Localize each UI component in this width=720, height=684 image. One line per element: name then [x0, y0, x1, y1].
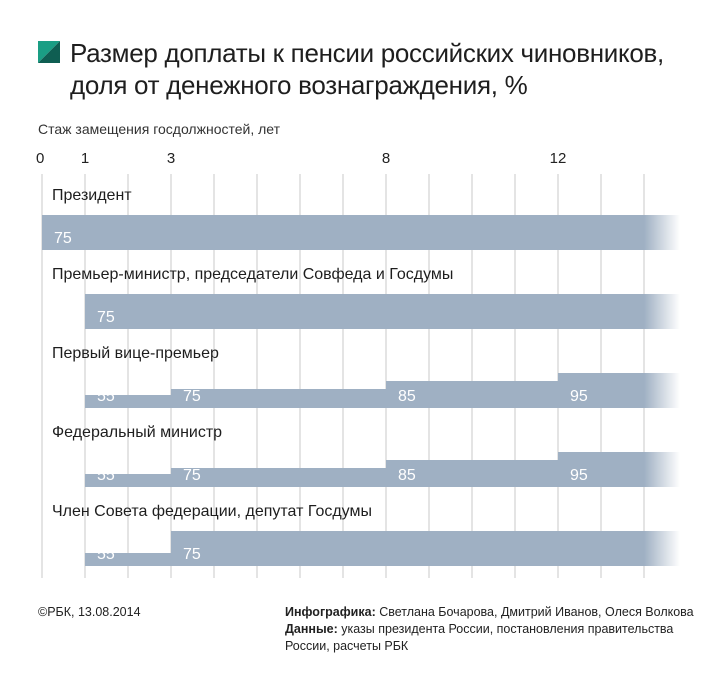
footer-sources: Инфографика: Светлана Бочарова, Дмитрий … — [285, 604, 705, 655]
row-label: Федеральный министр — [52, 424, 222, 441]
x-tick-label: 0 — [36, 150, 44, 167]
bar-value-label: 95 — [570, 388, 588, 405]
bar-value-label: 95 — [570, 467, 588, 484]
data-label: Данные: — [285, 622, 338, 636]
x-tick-label: 12 — [550, 150, 567, 167]
bar-segment — [85, 294, 680, 329]
step-bar-chart: Стаж замещения госдолжностей, лет 0 1 3 8 12 П… — [36, 121, 680, 578]
bar-value-label: 75 — [183, 388, 201, 405]
bar-segment — [171, 531, 680, 566]
row-label: Член Совета федерации, депутат Госдумы — [52, 503, 372, 520]
bar-fade — [644, 529, 680, 568]
bar-value-label: 85 — [398, 388, 416, 405]
bar-fade — [644, 450, 680, 489]
data-sources-line-2: России, расчеты РБК — [285, 639, 409, 653]
bar-value-label: 55 — [97, 546, 115, 563]
row-label: Премьер-министр, председатели Совфеда и … — [52, 266, 453, 283]
data-sources-line-1: указы президента России, постановления п… — [341, 622, 674, 636]
bar-segment — [85, 553, 171, 566]
rbc-logo-icon — [38, 41, 60, 63]
bar-value-label: 85 — [398, 467, 416, 484]
bar-value-label: 55 — [97, 388, 115, 405]
infographics-label: Инфографика: — [285, 605, 376, 619]
bar-segment — [386, 460, 558, 487]
x-axis-label: Стаж замещения госдолжностей, лет — [38, 121, 281, 137]
footer-infographics-line: Инфографика: Светлана Бочарова, Дмитрий … — [285, 604, 705, 621]
x-tick-label: 8 — [382, 150, 390, 167]
bar-value-label: 75 — [97, 309, 115, 326]
bar-segment — [386, 381, 558, 408]
footer-data-line: Данные: указы президента России, постано… — [285, 621, 705, 638]
bar-fade — [644, 213, 680, 252]
x-tick-label: 1 — [81, 150, 89, 167]
bar-segment — [171, 389, 386, 408]
x-tick-label: 3 — [167, 150, 175, 167]
row-label: Президент — [52, 187, 132, 204]
bar-fade — [644, 292, 680, 331]
bar-segment — [85, 395, 171, 408]
infographics-authors: Светлана Бочарова, Дмитрий Иванов, Олеся… — [379, 605, 694, 619]
row-label: Первый вице-премьер — [52, 345, 219, 362]
chart-title-line-1: Размер доплаты к пенсии российских чинов… — [70, 38, 664, 68]
bar-value-label: 55 — [97, 467, 115, 484]
bar-segment — [85, 474, 171, 487]
bar-fade — [644, 371, 680, 410]
bar-value-label: 75 — [183, 467, 201, 484]
bar-value-label: 75 — [183, 546, 201, 563]
chart-title-line-2: доля от денежного вознаграждения, % — [70, 70, 528, 100]
bar-segment — [42, 215, 680, 250]
footer-credit: ©РБК, 13.08.2014 — [38, 605, 141, 619]
bar-value-label: 75 — [54, 230, 72, 247]
bar-segment — [171, 468, 386, 487]
